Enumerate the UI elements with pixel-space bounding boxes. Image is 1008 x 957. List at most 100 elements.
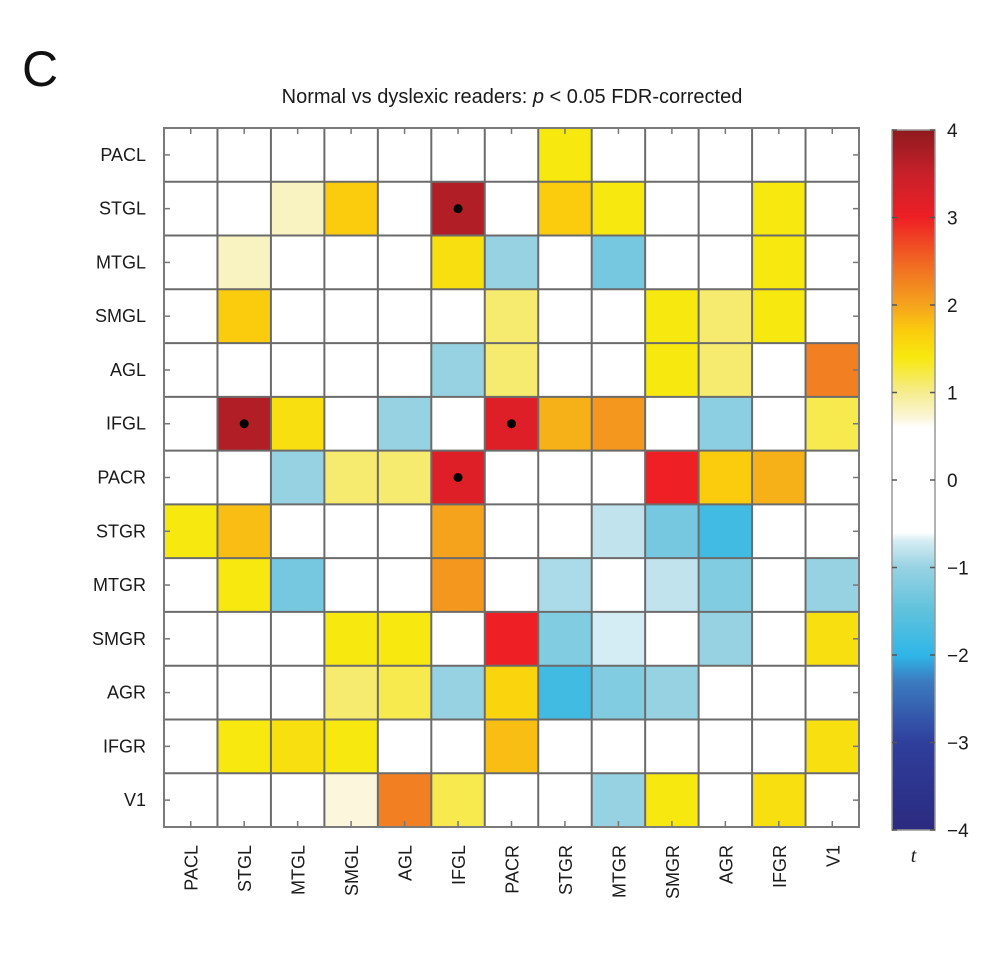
heatmap-cell-agr-smgr [645, 665, 700, 720]
title-p-symbol: p [532, 86, 544, 108]
heatmap-cell-mtgr-mtgl [270, 558, 325, 613]
heatmap-cell-pacr-v1 [805, 450, 860, 505]
heatmap-cell-agr-mtgr [591, 665, 646, 720]
colorbar-tick-label: 0 [947, 471, 958, 492]
heatmap-cell-v1-smgr [645, 773, 700, 828]
heatmap-cell-pacr-ifgr [752, 450, 807, 505]
x-axis-label-agr: AGR [716, 845, 736, 884]
y-axis-label-mtgl: MTGL [96, 252, 146, 272]
heatmap-cell-pacl-stgr [538, 128, 593, 183]
heatmap-cell-pacl-v1 [805, 128, 860, 183]
heatmap-cell-smgr-mtgr [591, 611, 646, 667]
x-axis-label-pacl: PACL [182, 845, 202, 891]
heatmap-cell-stgr-mtgl [270, 504, 325, 559]
x-axis-label-mtgr: MTGR [609, 845, 629, 898]
heatmap-cell-agl-smgl [324, 343, 379, 398]
heatmap-cell-stgr-mtgr [591, 504, 646, 559]
heatmap-cell-pacl-pacl [164, 128, 218, 183]
heatmap-cell-pacl-pacr [484, 128, 539, 183]
heatmap-cell-agl-smgr [645, 343, 700, 398]
x-axis-label-stgr: STGR [556, 845, 576, 895]
heatmap-cell-smgr-agl [377, 611, 432, 667]
heatmap-cell-smgl-smgl [324, 289, 379, 344]
heatmap-cell-pacl-agl [377, 128, 432, 183]
heatmap-cell-mtgl-smgr [645, 235, 700, 290]
y-axis-label-stgr: STGR [96, 521, 146, 541]
heatmap-cell-ifgl-smgr [645, 396, 700, 452]
heatmap-cell-smgl-pacl [164, 289, 218, 344]
significance-markers [239, 204, 516, 482]
heatmap-cell-mtgr-agr [698, 558, 753, 613]
heatmap-cell-mtgl-v1 [805, 235, 860, 290]
heatmap-cell-pacr-pacr [484, 450, 539, 505]
colorbar-tick-label: −2 [947, 646, 969, 667]
heatmap-cell-pacl-ifgl [431, 128, 486, 183]
heatmap-cell-agr-mtgl [270, 665, 325, 720]
heatmap-cell-stgr-pacl [164, 504, 218, 559]
heatmap-cell-stgr-agl [377, 504, 432, 559]
heatmap-cell-mtgr-stgl [217, 558, 272, 613]
x-axis-label-pacr: PACR [503, 845, 523, 894]
heatmap-cell-agl-agl [377, 343, 432, 398]
heatmap-cell-stgr-stgr [538, 504, 593, 559]
colorbar-label: t [911, 845, 917, 867]
heatmap-cell-mtgr-agl [377, 558, 432, 613]
heatmap-cell-ifgr-pacr [484, 719, 539, 774]
heatmap-cell-stgl-ifgr [752, 181, 807, 237]
heatmap-cell-agl-agr [698, 343, 753, 398]
heatmap-cell-ifgr-mtgl [270, 719, 325, 774]
heatmap-cell-mtgl-ifgl [431, 235, 486, 290]
heatmap-cell-stgr-ifgl [431, 504, 486, 559]
heatmap-cell-agr-agl [377, 665, 432, 720]
heatmap-cell-smgr-v1 [805, 611, 860, 667]
heatmap-cell-v1-mtgl [270, 773, 325, 828]
heatmap-cell-ifgr-smgl [324, 719, 379, 774]
heatmap-cell-v1-stgr [538, 773, 593, 828]
heatmap-cell-agl-stgl [217, 343, 272, 398]
heatmap-cell-pacl-mtgl [270, 128, 325, 183]
heatmap-cell-stgl-v1 [805, 181, 860, 237]
heatmap-cell-agr-stgl [217, 665, 272, 720]
y-axis-labels: PACL STGL MTGL SMGL AGL IFGL PACR STGR MTGR SMGR A… [92, 145, 146, 810]
heatmap-cell-mtgr-mtgr [591, 558, 646, 613]
significance-dot-stgl-ifgl [453, 204, 463, 214]
heatmap-cell-stgr-smgl [324, 504, 379, 559]
heatmap-cell-mtgr-stgr [538, 558, 593, 613]
heatmap-cell-stgl-mtgr [591, 181, 646, 237]
heatmap-cell-v1-agr [698, 773, 753, 828]
heatmap-cell-agr-stgr [538, 665, 593, 720]
colorbar-tick-label: 3 [947, 209, 958, 230]
heatmap-cell-v1-pacl [164, 773, 218, 828]
colorbar-tick-label: −3 [947, 734, 969, 755]
heatmap-cell-ifgr-agr [698, 719, 753, 774]
heatmap-cell-agl-pacr [484, 343, 539, 398]
heatmap-cell-stgl-mtgl [270, 181, 325, 237]
heatmap-cell-ifgr-mtgr [591, 719, 646, 774]
y-axis-label-v1: V1 [124, 790, 146, 810]
heatmap-cell-v1-mtgr [591, 773, 646, 828]
panel-letter: C [22, 41, 59, 97]
heatmap-cell-pacl-agr [698, 128, 753, 183]
x-axis-label-agl: AGL [396, 845, 416, 881]
heatmap-cell-pacr-stgr [538, 450, 593, 505]
heatmap-cell-mtgl-agr [698, 235, 753, 290]
heatmap-cell-stgl-stgl [217, 181, 272, 237]
y-axis-label-agr: AGR [107, 683, 146, 703]
colorbar-tick-label: 2 [947, 296, 958, 317]
heatmap-cell-ifgr-stgl [217, 719, 272, 774]
x-axis-label-smgr: SMGR [663, 845, 683, 899]
heatmap-cell-v1-v1 [805, 773, 860, 828]
heatmap-cell-smgl-mtgl [270, 289, 325, 344]
significance-dot-ifgl-stgl [239, 419, 249, 429]
heatmap-cell-ifgl-mtgl [270, 396, 325, 452]
heatmap-cell-smgl-agl [377, 289, 432, 344]
heatmap-cell-stgr-stgl [217, 504, 272, 559]
heatmap-cell-mtgr-v1 [805, 558, 860, 613]
heatmap-cell-agr-agr [698, 665, 753, 720]
heatmap-cell-ifgl-mtgr [591, 396, 646, 452]
heatmap-cell-smgr-stgl [217, 611, 272, 667]
heatmap-cell-smgl-v1 [805, 289, 860, 344]
heatmap-cell-ifgl-v1 [805, 396, 860, 452]
heatmap-cell-pacr-mtgl [270, 450, 325, 505]
